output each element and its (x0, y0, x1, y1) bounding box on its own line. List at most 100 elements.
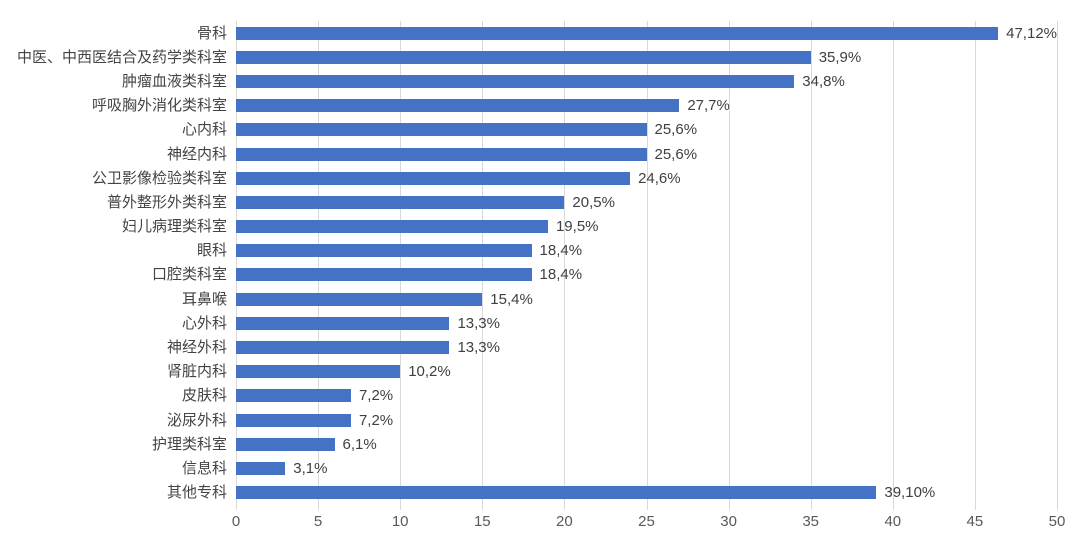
value-label: 19,5% (555, 218, 599, 236)
bar-row: 呼吸胸外消化类科室 27,7% (92, 94, 1057, 118)
bar (236, 461, 286, 475)
value-label: 25,6% (654, 121, 698, 139)
value-label: 10,2% (408, 363, 451, 381)
gridline (236, 21, 237, 510)
category-label: 心内科 (181, 121, 227, 139)
value-label: 34,8% (802, 72, 845, 90)
gridline (564, 21, 566, 510)
bar-row: 神经外科 13,3% (167, 335, 1057, 359)
category-label: 普外整形外类科室 (106, 193, 227, 211)
bar (236, 486, 877, 500)
category-label: 呼吸胸外消化类科室 (91, 97, 227, 115)
value-label: 47,12% (1006, 24, 1057, 42)
value-label: 24,6% (638, 169, 681, 187)
value-label: 18,4% (539, 242, 583, 260)
gridline (400, 21, 402, 510)
x-axis-tick-label: 0 (231, 513, 241, 530)
bar-rows: 骨科 47,12% 中医、中西医结合及药学类科室 35,9% 肿瘤血液类科室 34,8% 呼… (17, 21, 1057, 505)
bar-row: 信息科 3,1% (182, 456, 1057, 480)
category-label: 信息科 (181, 459, 227, 477)
bar (236, 147, 647, 161)
x-axis-tick-label: 25 (638, 513, 655, 530)
category-label: 神经内科 (166, 145, 227, 163)
bar-row: 肾脏内科 10,2% (167, 360, 1057, 384)
bar-row: 妇儿病理类科室 19,5% (122, 215, 1057, 239)
gridline (1057, 21, 1058, 510)
category-label: 肾脏内科 (166, 363, 227, 381)
bar-row: 泌尿外科 7,2% (167, 408, 1057, 432)
bar (236, 413, 351, 427)
x-axis-tick-label: 30 (720, 513, 737, 530)
x-axis-tick-label: 5 (313, 513, 323, 530)
bar (236, 195, 565, 209)
bar (236, 74, 795, 88)
bar-row: 眼科 18,4% (197, 239, 1057, 263)
bar (236, 389, 351, 403)
category-label: 妇儿病理类科室 (121, 218, 227, 236)
bar (236, 220, 548, 234)
bar-row: 护理类科室 6,1% (152, 432, 1057, 456)
bar (236, 171, 631, 185)
bar (236, 244, 532, 258)
value-label: 18,4% (539, 266, 583, 284)
value-label: 20,5% (572, 193, 615, 211)
bar (236, 26, 999, 40)
value-label: 7,2% (358, 387, 394, 405)
value-label: 7,2% (358, 411, 394, 429)
plot-area: 骨科 47,12% 中医、中西医结合及药学类科室 35,9% 肿瘤血液类科室 34,8% 呼… (17, 21, 1065, 529)
category-label: 皮肤科 (181, 387, 227, 405)
x-axis-tick-label: 20 (556, 513, 573, 530)
gridline (974, 21, 976, 510)
bar-row: 口腔类科室 18,4% (152, 263, 1057, 287)
value-label: 15,4% (490, 290, 533, 308)
gridline (646, 21, 648, 510)
category-label: 神经外科 (166, 339, 227, 357)
bar-row: 公卫影像检验类科室 24,6% (92, 166, 1057, 190)
value-label: 13,3% (457, 339, 500, 357)
bar-row: 肿瘤血液类科室 34,8% (122, 69, 1057, 93)
bar (236, 292, 483, 306)
x-axis-tick-label: 50 (1048, 513, 1066, 530)
value-label: 3,1% (293, 459, 328, 477)
gridline (728, 21, 730, 510)
bar-row: 神经内科 25,6% (167, 142, 1057, 166)
bar-row: 心外科 13,3% (182, 311, 1057, 335)
value-label: 25,6% (654, 145, 698, 163)
bar-row: 心内科 25,6% (182, 118, 1057, 142)
category-label: 其他专科 (166, 484, 227, 502)
category-label: 泌尿外科 (166, 411, 227, 429)
bar (236, 99, 680, 113)
gridline (810, 21, 812, 510)
category-label: 心外科 (181, 314, 227, 332)
x-axis-tick-label: 45 (966, 513, 984, 530)
value-label: 35,9% (818, 48, 862, 66)
bar (236, 268, 532, 282)
bar (236, 437, 335, 451)
x-axis-tick-label: 35 (802, 513, 820, 530)
bar-row: 骨科 47,12% (197, 21, 1057, 45)
bar (236, 316, 450, 330)
bar-row: 耳鼻喉 15,4% (182, 287, 1057, 311)
x-axis-tick-label: 40 (884, 513, 902, 530)
gridline (318, 21, 320, 510)
category-label: 护理类科室 (151, 435, 227, 453)
bar-row: 中医、中西医结合及药学类科室 35,9% (17, 45, 1057, 69)
bar-row: 皮肤科 7,2% (182, 384, 1057, 408)
x-axis-tick-label: 10 (391, 513, 409, 530)
bar (236, 341, 450, 355)
bar (236, 50, 811, 64)
x-axis-tick-label: 15 (473, 513, 491, 530)
value-label: 6,1% (342, 435, 377, 453)
value-label: 13,3% (457, 314, 500, 332)
value-label: 27,7% (687, 97, 730, 115)
bar-row: 其他专科 39,10% (167, 481, 1057, 505)
category-label: 中医、中西医结合及药学类科室 (16, 48, 227, 66)
category-label: 肿瘤血液类科室 (121, 72, 227, 90)
category-label: 耳鼻喉 (181, 290, 227, 308)
category-label: 骨科 (196, 24, 227, 42)
bar (236, 123, 647, 137)
gridline (482, 21, 484, 510)
gridline (892, 21, 894, 510)
category-label: 公卫影像检验类科室 (91, 169, 227, 187)
